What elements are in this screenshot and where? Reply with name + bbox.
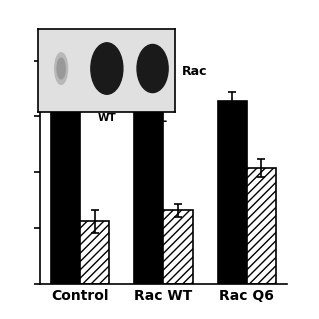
Bar <box>134 83 164 284</box>
Ellipse shape <box>57 58 65 79</box>
Bar <box>247 168 276 284</box>
Bar <box>164 210 193 284</box>
Text: Rac: Rac <box>182 65 207 78</box>
Text: WT: WT <box>98 113 116 123</box>
Ellipse shape <box>55 53 68 84</box>
Bar <box>218 101 247 284</box>
Text: Q61L: Q61L <box>138 113 167 123</box>
Ellipse shape <box>91 43 123 94</box>
Text: Con: Con <box>50 113 72 123</box>
Ellipse shape <box>137 44 168 93</box>
Bar <box>80 221 109 284</box>
Bar <box>51 87 80 284</box>
